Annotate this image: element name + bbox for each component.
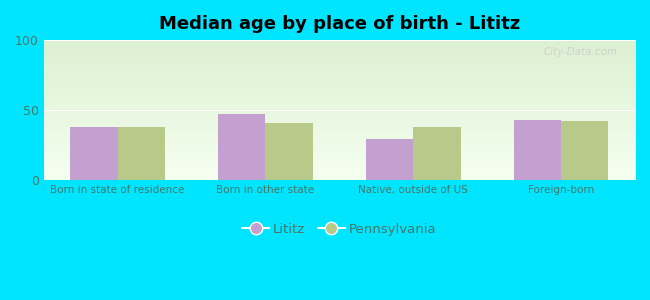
Bar (514, 120, 561, 180)
Bar (366, 140, 413, 180)
Bar (265, 123, 313, 180)
Bar (413, 127, 461, 180)
Bar (218, 114, 265, 180)
Bar (561, 121, 608, 180)
Bar (70, 127, 118, 180)
Text: City-Data.com: City-Data.com (543, 47, 618, 57)
Title: Median age by place of birth - Lititz: Median age by place of birth - Lititz (159, 15, 520, 33)
Legend: Lititz, Pennsylvania: Lititz, Pennsylvania (237, 218, 441, 241)
Bar (118, 127, 165, 180)
